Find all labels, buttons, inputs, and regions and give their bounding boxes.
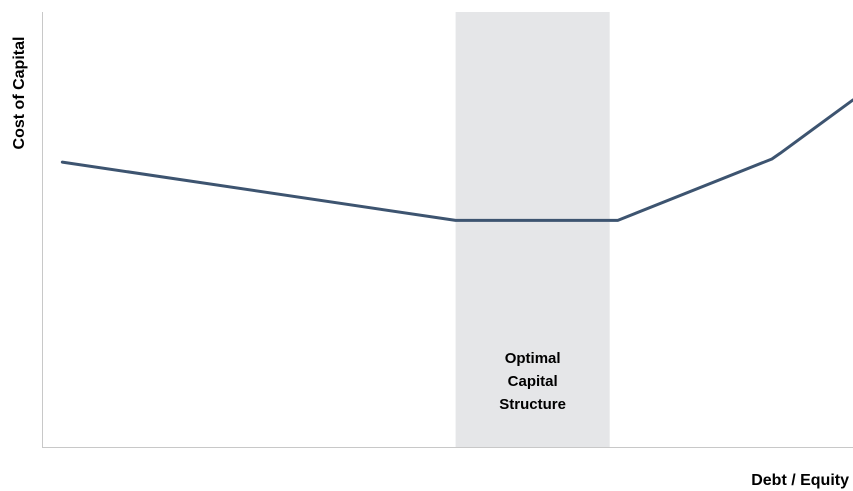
x-axis-title: Debt / Equity: [751, 472, 849, 489]
band-label-line-2: Capital: [508, 373, 558, 390]
cost-of-capital-line: [60, 98, 853, 222]
y-axis-title: Cost of Capital: [11, 37, 28, 150]
band-label-line-1: Optimal: [505, 350, 561, 367]
highlight-band: [455, 12, 610, 447]
band-label-line-3: Structure: [499, 396, 566, 413]
